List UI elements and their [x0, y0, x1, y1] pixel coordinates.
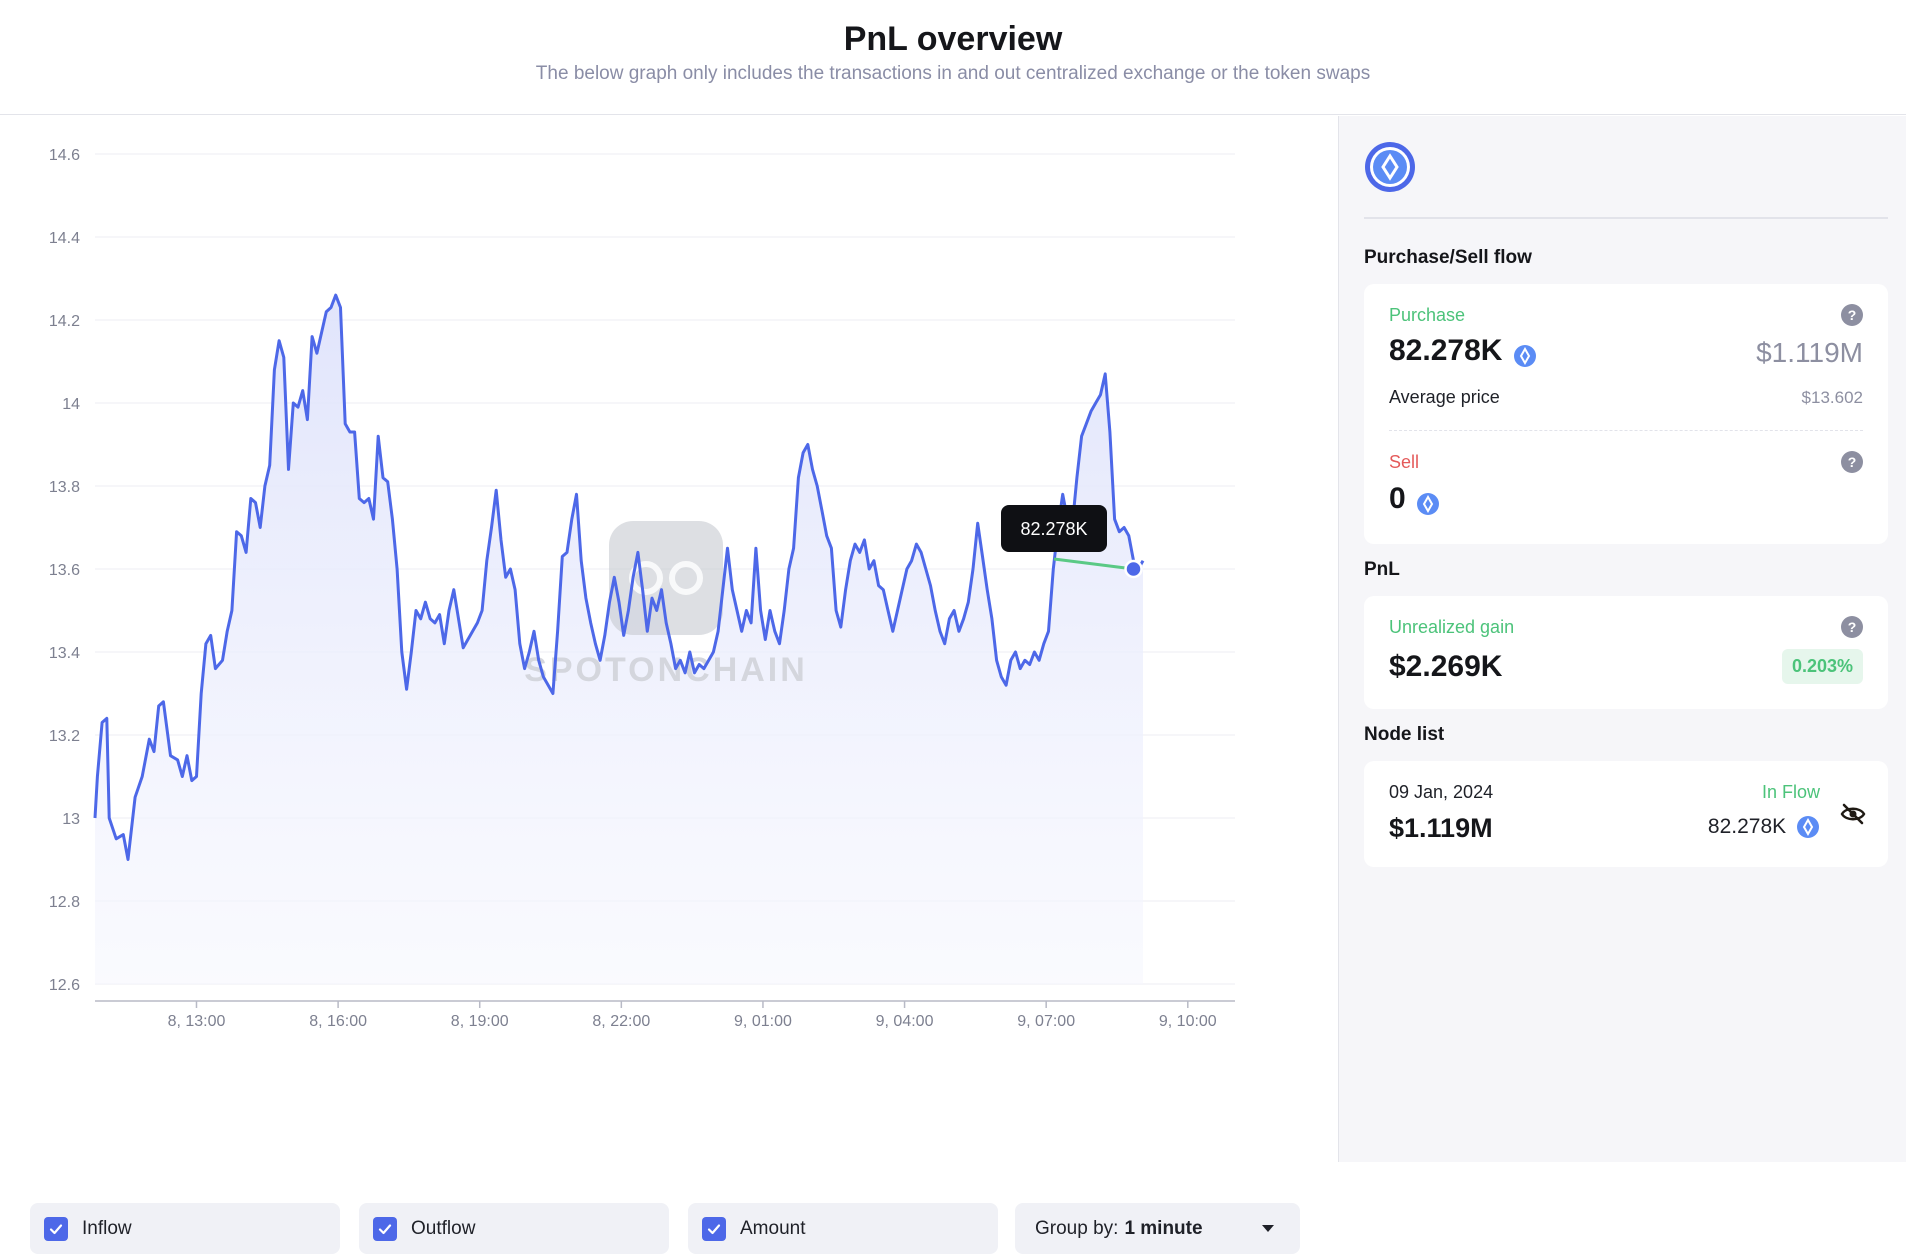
pnl-card: Unrealized gain ? $2.269K 0.203%	[1364, 596, 1888, 709]
sell-amount: 0	[1389, 482, 1406, 515]
x-tick-label: 9, 10:00	[1159, 1013, 1217, 1030]
pnl-percent-badge: 0.203%	[1781, 649, 1863, 684]
x-tick-label: 9, 01:00	[734, 1013, 792, 1030]
token-logo-icon	[1364, 141, 1416, 193]
y-tick-label: 12.6	[49, 977, 80, 994]
y-tick-label: 14.6	[49, 147, 80, 164]
pnl-chart[interactable]: 14.6 14.4 14.2 14 13.8 13.6 13.4 13.2 13 12.8 12.6…	[0, 116, 1338, 1254]
chart-controls: Inflow Outflow Amount Group by: 1 minute	[30, 1203, 1300, 1254]
y-tick-label: 13.4	[49, 645, 80, 662]
x-tick-label: 9, 04:00	[876, 1013, 934, 1030]
caret-down-icon	[1262, 1225, 1274, 1232]
sidebar-divider	[1364, 217, 1888, 219]
x-tick-label: 8, 13:00	[168, 1013, 226, 1030]
y-tick-label: 13.2	[49, 728, 80, 745]
purchase-amount-row: 82.278K	[1389, 334, 1537, 368]
average-price-value: $13.602	[1801, 388, 1863, 407]
y-tick-label: 14	[62, 396, 80, 413]
inflow-toggle[interactable]: Inflow	[30, 1203, 340, 1254]
node-amount: 82.278K	[1707, 815, 1787, 838]
purchase-sell-title: Purchase/Sell flow	[1364, 247, 1532, 268]
node-list-title: Node list	[1364, 724, 1445, 745]
page-title: PnL overview	[843, 20, 1063, 58]
checkbox-icon[interactable]	[702, 1216, 726, 1241]
checkbox-icon[interactable]	[44, 1216, 68, 1241]
eye-slash-icon[interactable]	[1840, 801, 1866, 827]
tooltip-point	[1124, 559, 1143, 579]
watermark-ring	[669, 561, 703, 595]
purchase-label: Purchase	[1389, 305, 1466, 325]
sell-label: Sell	[1389, 452, 1420, 472]
purchase-usd: $1.119M	[1756, 337, 1863, 368]
node-flow-label: In Flow	[1761, 782, 1820, 802]
series-line	[93, 293, 1145, 861]
x-tick-label: 8, 19:00	[451, 1013, 509, 1030]
page-subtitle: The below graph only includes the transa…	[535, 63, 1371, 84]
x-tick-label: 8, 22:00	[592, 1013, 650, 1030]
y-tick-label: 12.8	[49, 894, 80, 911]
x-tick-label: 9, 07:00	[1017, 1013, 1075, 1030]
tooltip-label: 82.278K	[1020, 519, 1087, 539]
help-icon[interactable]: ?	[1841, 451, 1863, 473]
sell-amount-row: 0	[1389, 482, 1440, 516]
coin-icon	[1796, 815, 1820, 839]
group-by-label: Group by:	[1035, 1217, 1119, 1239]
watermark-text: SPOTONCHAIN	[524, 651, 808, 689]
help-icon[interactable]: ?	[1841, 616, 1863, 638]
node-amount-row: 82.278K	[1708, 815, 1820, 839]
y-tick-label: 14.2	[49, 313, 80, 330]
tooltip-connector	[1053, 557, 1134, 571]
group-by-select[interactable]: Group by: 1 minute	[1015, 1203, 1300, 1254]
series-area	[95, 295, 1143, 985]
x-tick-label: 8, 16:00	[309, 1013, 367, 1030]
help-icon[interactable]: ?	[1841, 304, 1863, 326]
outflow-label: Outflow	[411, 1217, 476, 1239]
node-list-item[interactable]: 09 Jan, 2024 $1.119M In Flow 82.278K	[1364, 761, 1888, 867]
node-date: 09 Jan, 2024	[1389, 782, 1494, 802]
chart-svg[interactable]: 14.6 14.4 14.2 14 13.8 13.6 13.4 13.2 13 12.8 12.6…	[0, 116, 1338, 1076]
average-price-label: Average price	[1389, 387, 1500, 407]
inflow-label: Inflow	[82, 1217, 132, 1239]
y-tick-label: 13.8	[49, 479, 80, 496]
pnl-title: PnL	[1364, 559, 1400, 580]
outflow-toggle[interactable]: Outflow	[359, 1203, 669, 1254]
card-divider	[1389, 430, 1863, 431]
checkbox-icon[interactable]	[373, 1216, 397, 1241]
page-header: PnL overview The below graph only includ…	[0, 0, 1906, 115]
sidebar: Purchase/Sell flow Purchase ? 82.278K $1…	[1338, 116, 1906, 1162]
group-by-value: 1 minute	[1124, 1217, 1203, 1239]
unrealized-gain-label: Unrealized gain	[1389, 617, 1515, 637]
amount-toggle[interactable]: Amount	[688, 1203, 998, 1254]
tooltip-box	[1001, 505, 1107, 552]
y-tick-label: 13	[62, 811, 80, 828]
watermark-logo-icon	[609, 521, 723, 635]
node-usd: $1.119M	[1389, 813, 1493, 843]
amount-label: Amount	[740, 1217, 806, 1239]
coin-icon	[1513, 344, 1537, 368]
coin-icon	[1416, 492, 1440, 516]
y-tick-label: 13.6	[49, 562, 80, 579]
y-tick-label: 14.4	[49, 230, 80, 247]
purchase-sell-card: Purchase ? 82.278K $1.119M Average price…	[1364, 284, 1888, 544]
purchase-amount: 82.278K	[1389, 334, 1503, 367]
unrealized-gain-value: $2.269K	[1389, 650, 1503, 683]
